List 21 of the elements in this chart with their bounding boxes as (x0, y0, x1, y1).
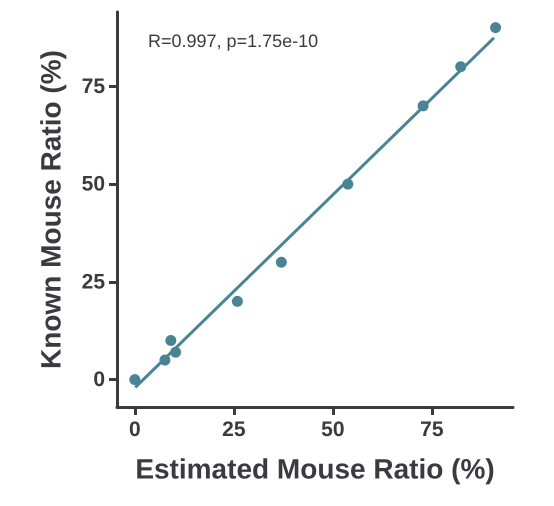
x-tick-label: 75 (420, 418, 444, 441)
point (232, 296, 243, 307)
point (418, 100, 429, 112)
y-tick-label: 0 (93, 368, 105, 392)
y-tick-label: 75 (82, 74, 106, 98)
y-tick-label: 25 (82, 270, 106, 294)
point (455, 61, 466, 72)
y-axis-title: Known Mouse Ratio (%) (36, 50, 66, 369)
x-axis-title: Estimated Mouse Ratio (%) (135, 454, 495, 484)
x-tick-label: 0 (128, 418, 141, 441)
point (276, 256, 287, 268)
point (129, 374, 140, 386)
x-tick-label: 50 (321, 418, 344, 441)
point (159, 354, 170, 366)
point (342, 178, 354, 190)
point (165, 335, 176, 346)
x-tick-label: 25 (222, 418, 246, 441)
annotation: R=0.997, p=1.75e-10 (148, 31, 318, 51)
point (170, 346, 182, 358)
point (490, 22, 502, 34)
y-tick-label: 50 (82, 172, 105, 196)
